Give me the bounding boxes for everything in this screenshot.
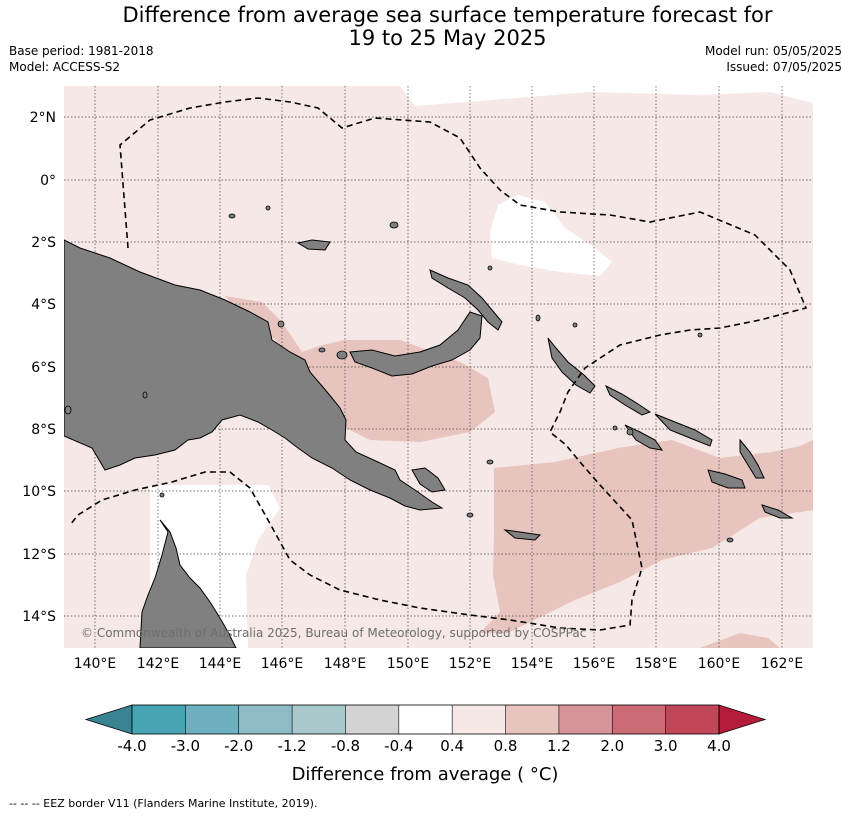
colorbar-title: Difference from average ( °C) <box>291 764 559 785</box>
lon-label: 150°E <box>387 656 430 672</box>
lat-label: 6°S <box>31 360 56 376</box>
lat-label: 0° <box>40 173 56 189</box>
colorbar-segment <box>132 705 186 734</box>
land-choiseul <box>604 384 652 416</box>
colorbar-tick-label: -0.4 <box>384 737 413 755</box>
lat-label: 4°S <box>31 297 56 313</box>
issued-date: Issued: 07/05/2025 <box>726 60 842 74</box>
lon-label: 144°E <box>199 656 242 672</box>
meta-right: Model run: 05/05/2025 Issued: 07/05/2025 <box>705 43 842 75</box>
colorbar-tick-label: 0.8 <box>494 737 518 755</box>
colorbar-segment <box>505 705 560 734</box>
colorbar-segment <box>612 705 667 734</box>
model-run: Model run: 05/05/2025 <box>704 44 842 58</box>
warm-area-southeast <box>700 633 780 648</box>
lon-label: 154°E <box>511 656 554 672</box>
lat-label: 10°S <box>22 484 56 500</box>
land-new-britain <box>349 311 483 377</box>
colorbar-tick-label: 3.0 <box>654 737 678 755</box>
colorbar: -4.0 -3.0 -2.0 -1.2 -0.8 -0.4 0.4 0.8 1.2 2.0 3.0 4… <box>84 704 767 755</box>
lat-label: 2°S <box>31 235 56 251</box>
lon-label: 158°E <box>635 656 678 672</box>
land-small-islands <box>64 205 734 543</box>
model-name: Model: ACCESS-S2 <box>9 60 121 74</box>
colorbar-segment <box>292 705 346 734</box>
land-new-georgia <box>624 424 664 451</box>
copyright-notice: © Commonwealth of Australia 2025, Bureau… <box>81 626 587 640</box>
land-new-guinea <box>64 239 444 511</box>
colorbar-tick-label: 4.0 <box>707 737 731 755</box>
map-title: Difference from average sea surface temp… <box>0 4 850 50</box>
lon-label: 160°E <box>698 656 741 672</box>
warm-area-bismarck <box>225 296 495 442</box>
colorbar-tick-label: 2.0 <box>600 737 624 755</box>
land-makira <box>761 504 794 519</box>
colorbar-tick-labels: -4.0 -3.0 -2.0 -1.2 -0.8 -0.4 0.4 0.8 1.2 2.0 3.0 4… <box>117 737 731 755</box>
eez-legend-note: -- -- -- EEZ border V11 (Flanders Marine… <box>9 797 318 810</box>
title-line-2: 19 to 25 May 2025 <box>348 26 547 50</box>
lon-label: 152°E <box>449 656 492 672</box>
colorbar-segment <box>185 705 240 734</box>
colorbar-tick-label: -1.2 <box>277 737 306 755</box>
latitude-labels: 2°N 0° 2°S 4°S 6°S 8°S 10°S 12°S 14°S <box>22 110 56 625</box>
lon-label: 156°E <box>573 656 616 672</box>
title-line-1: Difference from average sea surface temp… <box>122 3 773 27</box>
colorbar-tick-label: -3.0 <box>171 737 200 755</box>
lon-label: 140°E <box>74 656 117 672</box>
neutral-area-north <box>64 86 813 106</box>
land-manus <box>296 239 331 251</box>
land-guadalcanal <box>707 469 746 489</box>
colorbar-segment <box>398 705 453 734</box>
eez-borders <box>69 97 808 631</box>
colorbar-tick-label: 1.2 <box>547 737 571 755</box>
land-cape-york <box>139 519 237 648</box>
longitude-labels: 140°E 142°E 144°E 146°E 148°E 150°E 152°… <box>74 656 804 672</box>
colorbar-segment <box>558 705 613 734</box>
lat-label: 14°S <box>22 609 56 625</box>
lon-label: 162°E <box>761 656 804 672</box>
colorbar-low-arrow <box>84 704 133 735</box>
colorbar-segment <box>452 705 507 734</box>
land-louisiade <box>503 529 542 541</box>
eez-border-png <box>69 97 808 631</box>
colorbar-high-arrow <box>718 704 767 735</box>
neutral-area-central <box>490 195 612 276</box>
base-period: Base period: 1981-2018 <box>9 44 154 58</box>
colorbar-tick-label: 0.4 <box>440 737 464 755</box>
land-isabel <box>654 413 713 447</box>
colorbar-tick-label: -0.8 <box>331 737 360 755</box>
colorbar-tick-label: -4.0 <box>117 737 146 755</box>
colorbar-segment <box>345 705 400 734</box>
colorbar-segment <box>238 705 293 734</box>
lon-label: 146°E <box>261 656 304 672</box>
lon-label: 142°E <box>137 656 180 672</box>
land-new-ireland <box>429 269 503 331</box>
land-bougainville <box>547 337 596 394</box>
colorbar-segments <box>132 705 720 734</box>
lon-label: 148°E <box>324 656 367 672</box>
land-malaita <box>739 438 765 479</box>
lat-label: 2°N <box>30 110 56 126</box>
lat-label: 8°S <box>31 422 56 438</box>
lat-label: 12°S <box>22 547 56 563</box>
meta-left: Base period: 1981-2018 Model: ACCESS-S2 <box>9 43 154 75</box>
land-dentrecasteaux <box>411 467 446 493</box>
map-area <box>64 86 813 648</box>
colorbar-segment <box>665 705 720 734</box>
colorbar-tick-label: -2.0 <box>224 737 253 755</box>
